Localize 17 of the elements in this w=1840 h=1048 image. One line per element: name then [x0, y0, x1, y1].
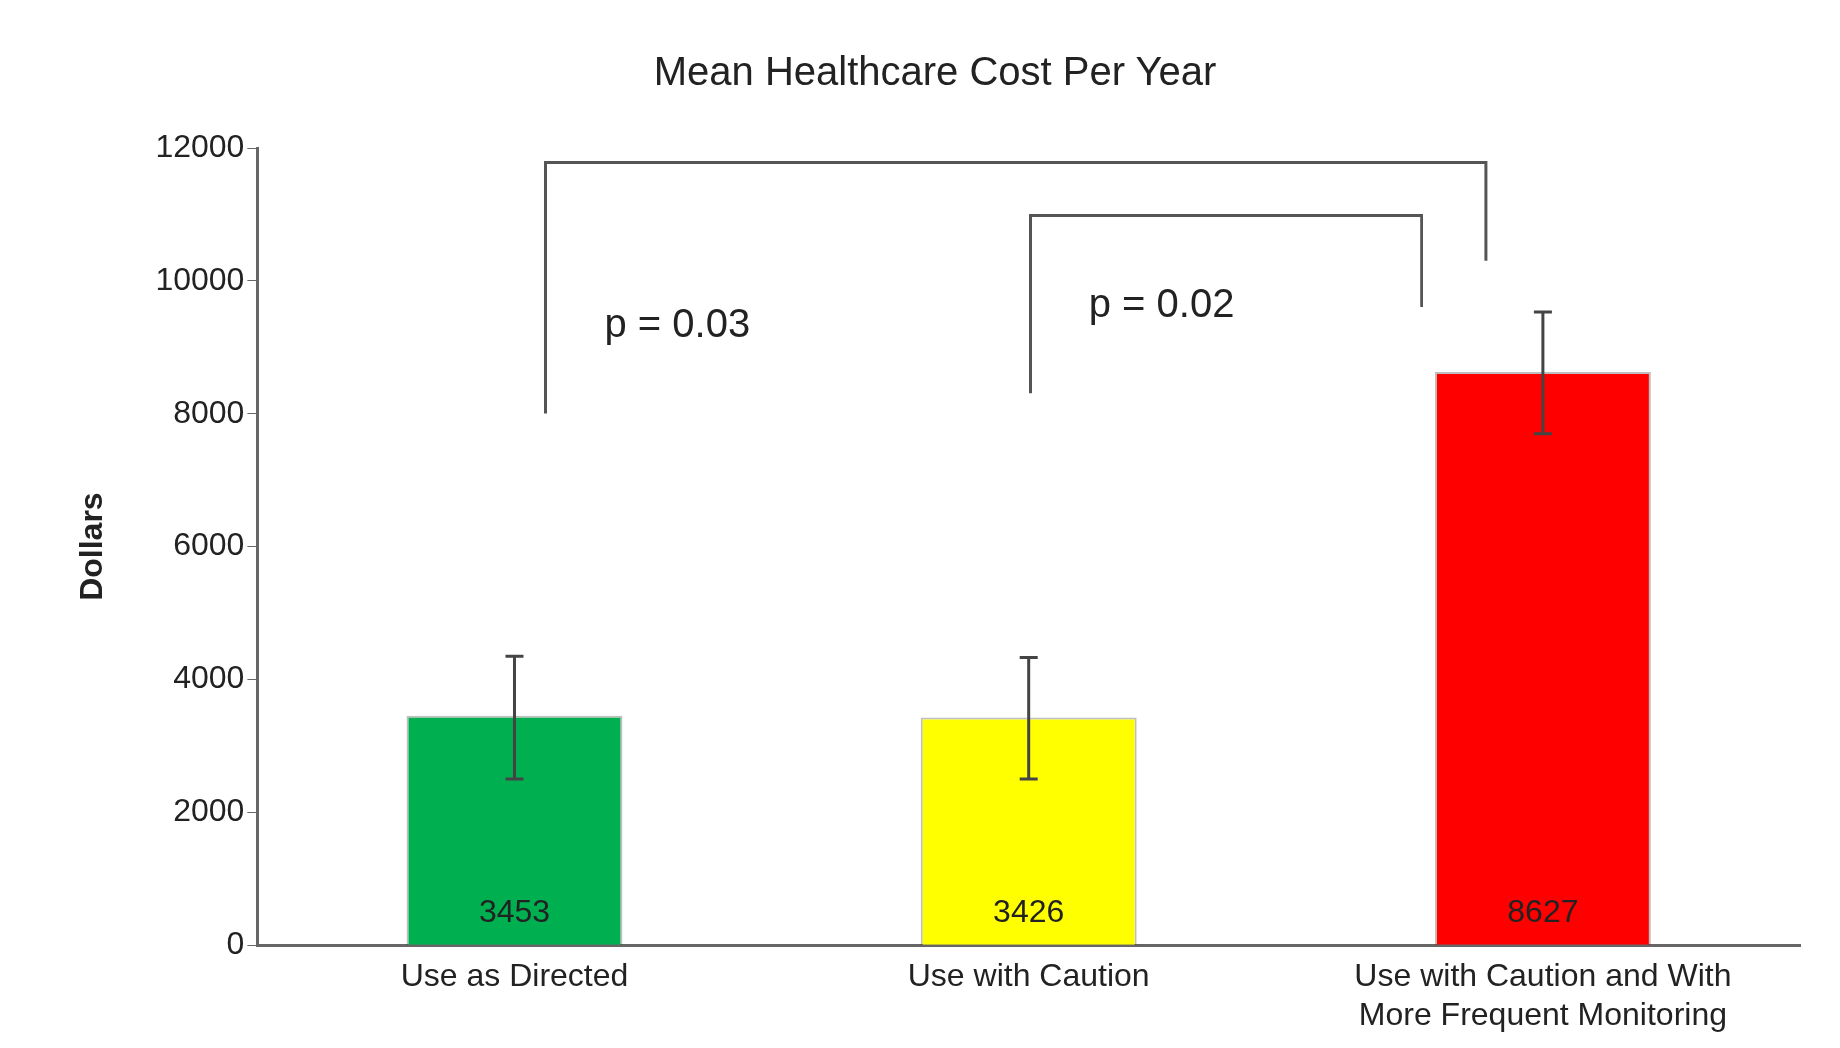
annotation: p = 0.03 [604, 300, 751, 346]
y-tick-label: 4000 [173, 659, 245, 696]
y-tick-label: 0 [226, 925, 245, 962]
chart-title: Mean Healthcare Cost Per Year [653, 49, 1217, 94]
x-tick-label: Use with Caution [907, 957, 1150, 994]
data-label: 3453 [478, 893, 551, 930]
y-tick-label: 12000 [155, 127, 245, 164]
annotation: p = 0.02 [1088, 280, 1235, 326]
x-tick-label: Use with Caution and With More Frequent Monitoring [1354, 957, 1732, 1032]
y-tick-label: 6000 [173, 526, 245, 563]
data-label: 8627 [1507, 893, 1579, 930]
x-tick-label: Use as Directed [400, 957, 629, 994]
data-label: 3426 [993, 893, 1065, 930]
y-tick-label: 8000 [173, 393, 245, 430]
y-tick-label: 10000 [155, 260, 245, 297]
y-axis-title: Dollars [73, 492, 110, 601]
y-tick-label: 2000 [173, 792, 245, 829]
